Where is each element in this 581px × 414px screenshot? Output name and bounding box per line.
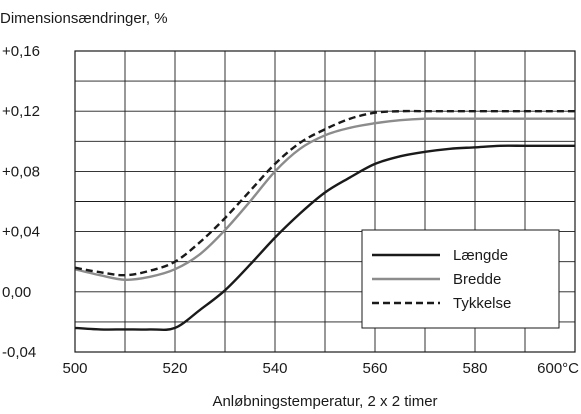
x-tick-label: 540 bbox=[262, 360, 287, 377]
x-tick-label: 600°C bbox=[537, 360, 579, 377]
y-tick-label: 0,00 bbox=[2, 284, 31, 301]
y-tick-label: +0,08 bbox=[2, 163, 40, 180]
x-axis-ticks: 500 520 540 560 580 600°C bbox=[62, 360, 579, 377]
x-tick-label: 520 bbox=[162, 360, 187, 377]
x-tick-label: 560 bbox=[362, 360, 387, 377]
y-tick-label: +0,04 bbox=[2, 224, 40, 241]
legend-label: Tykkelse bbox=[453, 295, 511, 312]
series-line-længde bbox=[74, 144, 575, 332]
y-tick-label: -0,04 bbox=[2, 344, 36, 361]
plot-frame bbox=[74, 50, 576, 353]
series-line-tykkelse bbox=[74, 109, 575, 277]
y-axis-ticks: -0,04 0,00 +0,04 +0,08 +0,12 +0,16 bbox=[2, 43, 40, 361]
legend: Længde Bredde Tykkelse bbox=[361, 229, 560, 329]
x-tick-label: 580 bbox=[462, 360, 487, 377]
legend-label: Længde bbox=[453, 247, 508, 264]
series-line-bredde bbox=[74, 117, 575, 282]
x-tick-label: 500 bbox=[62, 360, 87, 377]
y-tick-label: +0,12 bbox=[2, 103, 40, 120]
y-tick-label: +0,16 bbox=[2, 43, 40, 60]
series-lines bbox=[74, 109, 575, 332]
x-axis-label: Anløbningstemperatur, 2 x 2 timer bbox=[212, 393, 437, 410]
legend-label: Bredde bbox=[453, 271, 501, 288]
chart-title: Dimensionsændringer, % bbox=[0, 10, 168, 27]
